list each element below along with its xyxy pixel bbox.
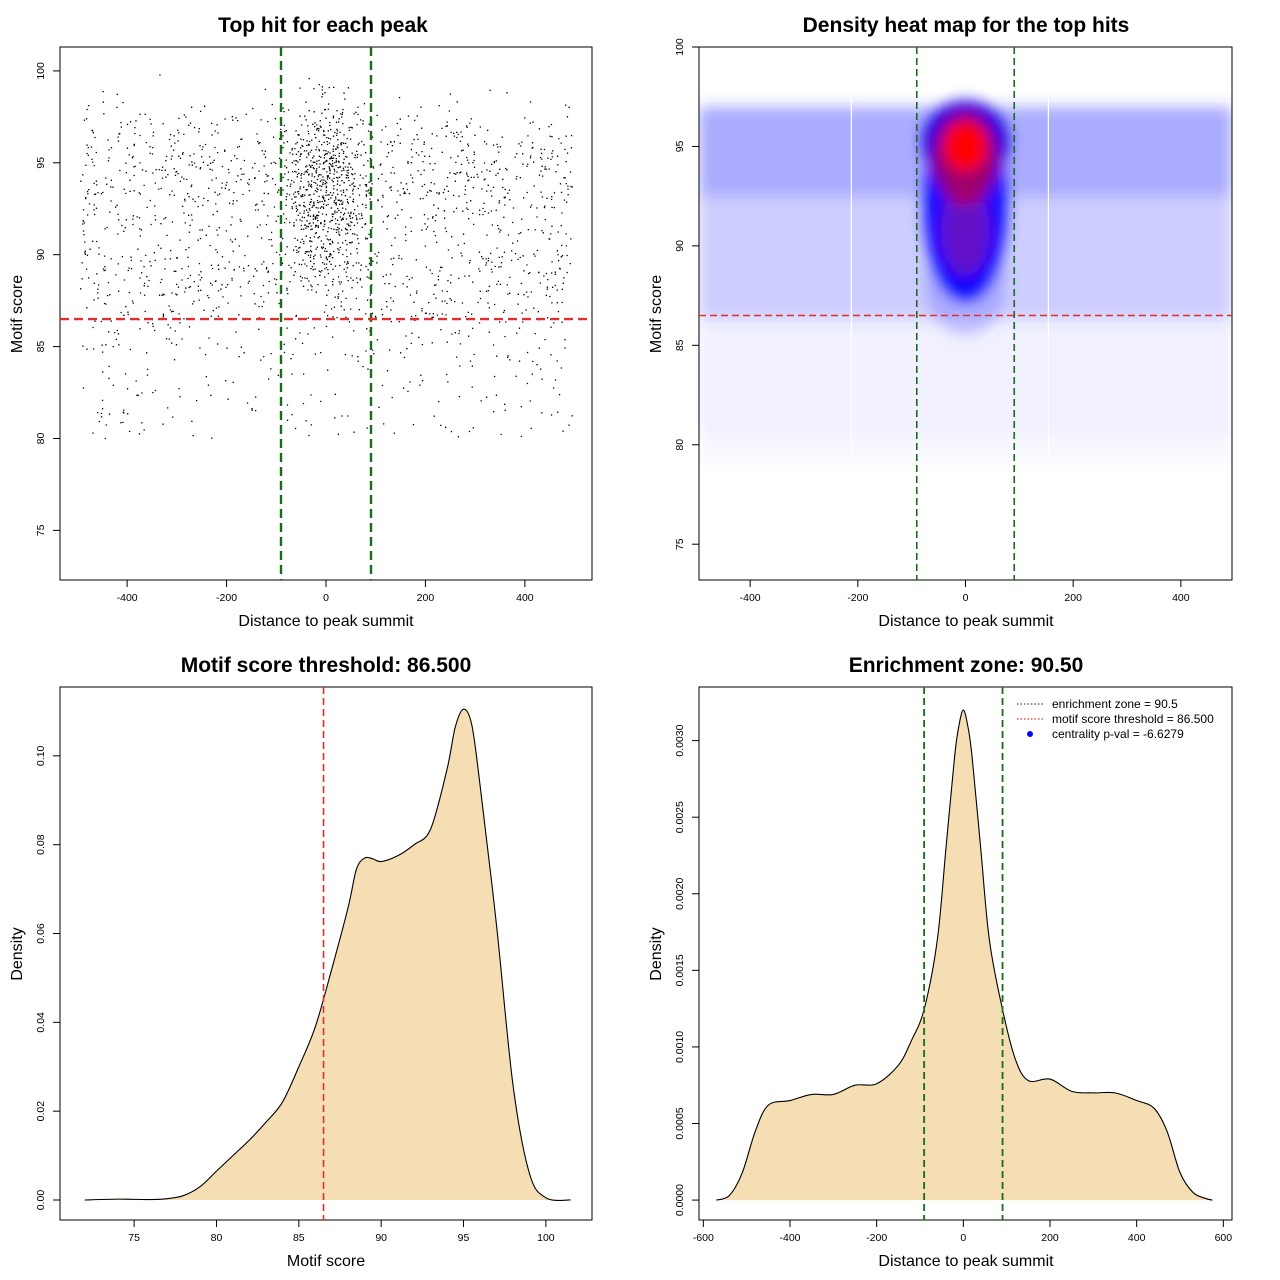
score-density-y-tick-label: 0.00 xyxy=(35,1190,47,1211)
legend-label-enrichment: enrichment zone = 90.5 xyxy=(1052,697,1178,711)
scatter-reference-lines xyxy=(60,47,592,580)
panel-distance-density: Enrichment zone: 90.50 -600 -400 -200 0 200 4… xyxy=(648,654,1233,1270)
heatmap-y-tick-label: 100 xyxy=(674,38,686,56)
heatmap-density-band xyxy=(699,435,1232,461)
heatmap-x-tick-label: -200 xyxy=(847,592,868,604)
legend-point-pval xyxy=(1027,731,1033,737)
distance-density-y-tick-label: 0.0025 xyxy=(674,801,686,833)
score-density-y-tick-label: 0.02 xyxy=(35,1101,47,1122)
distance-density-reference-lines xyxy=(923,687,1004,1220)
heatmap-density-blob xyxy=(941,183,990,276)
distance-density-x-tick-label: 400 xyxy=(1128,1232,1146,1244)
scatter-y-tick-label: 75 xyxy=(35,524,47,536)
panel-scatter: Top hit for each peak -400 -200 0 200 400 75 8… xyxy=(9,14,593,630)
scatter-y-tick-label: 95 xyxy=(35,157,47,169)
score-density-x-tick-label: 100 xyxy=(537,1232,555,1244)
distance-density-area-fill xyxy=(716,709,1213,1201)
scatter-y-tick-label: 85 xyxy=(35,341,47,353)
heatmap-x-tick-label: 400 xyxy=(1172,592,1190,604)
score-density-curve-line xyxy=(84,708,571,1201)
scatter-axes: -400 -200 0 200 400 75 80 85 90 95 100 xyxy=(35,62,534,604)
distance-density-y-tick-label: 0.0020 xyxy=(674,878,686,910)
heatmap-y-tick-label: 95 xyxy=(674,140,686,152)
scatter-plot-frame xyxy=(59,46,593,581)
heatmap-x-tick-label: 0 xyxy=(963,592,969,604)
distance-density-y-tick-label: 0.0030 xyxy=(674,724,686,756)
scatter-y-tick-label: 100 xyxy=(35,62,47,80)
heatmap-field xyxy=(699,47,1232,580)
score-density-y-tick-label: 0.08 xyxy=(35,834,47,855)
scatter-y-tick-label: 80 xyxy=(35,432,47,444)
heatmap-density-blob xyxy=(943,120,988,173)
heatmap-x-tick-label: -400 xyxy=(740,592,761,604)
scatter-y-axis-label: Motif score xyxy=(9,275,26,353)
distance-density-x-tick-label: -600 xyxy=(693,1232,714,1244)
scatter-point-cloud xyxy=(80,74,573,440)
heatmap-y-tick-label: 85 xyxy=(674,339,686,351)
scatter-x-tick-label: 0 xyxy=(323,592,329,604)
heatmap-density-layers xyxy=(699,100,1232,461)
score-density-axes: 75 80 85 90 95 100 0.00 0.02 0.04 0.06 0.08 0.10 xyxy=(35,745,555,1244)
distance-density-x-tick-label: 200 xyxy=(1041,1232,1059,1244)
heatmap-y-axis-label: Motif score xyxy=(648,275,665,353)
distance-density-x-tick-label: 600 xyxy=(1215,1232,1233,1244)
score-density-y-tick-label: 0.10 xyxy=(35,745,47,766)
distance-density-y-tick-label: 0.0010 xyxy=(674,1031,686,1063)
scatter-x-tick-label: -200 xyxy=(216,592,237,604)
scatter-x-tick-label: -400 xyxy=(117,592,138,604)
heatmap-y-tick-label: 90 xyxy=(674,240,686,252)
score-density-x-tick-label: 90 xyxy=(375,1232,387,1244)
score-density-y-tick-label: 0.06 xyxy=(35,923,47,944)
distance-density-y-axis-label: Density xyxy=(648,927,665,980)
score-density-title: Motif score threshold: 86.500 xyxy=(181,654,472,677)
distance-density-curve xyxy=(716,709,1213,1201)
scatter-x-tick-label: 200 xyxy=(417,592,435,604)
score-density-x-tick-label: 80 xyxy=(211,1232,223,1244)
scatter-title: Top hit for each peak xyxy=(218,14,428,37)
score-density-y-tick-label: 0.04 xyxy=(35,1012,47,1033)
score-density-x-tick-label: 85 xyxy=(293,1232,305,1244)
scatter-x-tick-label: 400 xyxy=(516,592,534,604)
distance-density-curve-line xyxy=(716,709,1213,1201)
legend-label-threshold: motif score threshold = 86.500 xyxy=(1052,712,1214,726)
score-density-x-tick-label: 95 xyxy=(458,1232,470,1244)
distance-density-title: Enrichment zone: 90.50 xyxy=(849,654,1084,677)
heatmap-x-axis-label: Distance to peak summit xyxy=(878,613,1054,630)
heatmap-y-tick-label: 75 xyxy=(674,538,686,550)
heatmap-axes: -400 -200 0 200 400 75 80 85 90 95 100 xyxy=(674,38,1190,604)
score-density-curve xyxy=(84,708,571,1201)
distance-density-y-tick-label: 0.0005 xyxy=(674,1107,686,1139)
panel-score-density: Motif score threshold: 86.500 75 80 85 90 95… xyxy=(9,654,593,1270)
distance-density-axes: -600 -400 -200 0 200 400 600 0.0000 0.0005 0.0010… xyxy=(674,724,1232,1244)
heatmap-reference-lines xyxy=(699,47,1232,580)
scatter-points xyxy=(80,74,573,440)
distance-density-x-axis-label: Distance to peak summit xyxy=(878,1253,1054,1270)
scatter-y-tick-label: 90 xyxy=(35,249,47,261)
distance-density-x-tick-label: 0 xyxy=(960,1232,966,1244)
scatter-x-axis-label: Distance to peak summit xyxy=(238,613,414,630)
distance-density-y-tick-label: 0.0000 xyxy=(674,1184,686,1216)
heatmap-title: Density heat map for the top hits xyxy=(803,14,1130,37)
heatmap-x-tick-label: 200 xyxy=(1064,592,1082,604)
heatmap-density xyxy=(699,47,1232,580)
distance-density-x-tick-label: -400 xyxy=(779,1232,800,1244)
distance-density-x-tick-label: -200 xyxy=(866,1232,887,1244)
score-density-x-tick-label: 75 xyxy=(128,1232,140,1244)
distance-density-y-tick-label: 0.0015 xyxy=(674,954,686,986)
legend-label-pval: centrality p-val = -6.6279 xyxy=(1052,727,1184,741)
distance-density-legend: enrichment zone = 90.5 motif score thres… xyxy=(1017,697,1214,741)
panel-heatmap: Density heat map for the top hits -400 -2… xyxy=(648,14,1233,630)
heatmap-density-band xyxy=(699,319,1232,435)
heatmap-y-tick-label: 80 xyxy=(674,439,686,451)
score-density-x-axis-label: Motif score xyxy=(287,1253,365,1270)
score-density-y-axis-label: Density xyxy=(9,927,26,980)
score-density-area-fill xyxy=(84,709,571,1201)
